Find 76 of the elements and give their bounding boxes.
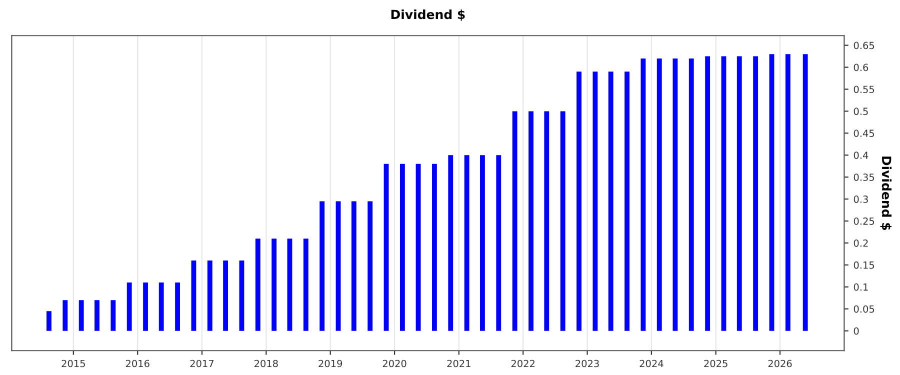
bar bbox=[544, 111, 550, 331]
bar bbox=[656, 58, 662, 331]
bar bbox=[416, 164, 421, 331]
x-tick-label: 2017 bbox=[190, 360, 214, 368]
bar bbox=[143, 282, 148, 331]
bar bbox=[94, 300, 100, 331]
bar bbox=[175, 282, 180, 331]
bar bbox=[576, 72, 582, 331]
x-tick-label: 2016 bbox=[126, 360, 150, 368]
bar bbox=[432, 164, 437, 331]
y-tick-label: 0.4 bbox=[854, 152, 868, 159]
bar bbox=[624, 72, 630, 331]
bar bbox=[448, 155, 454, 331]
bar bbox=[110, 300, 116, 331]
x-tick-label: 2025 bbox=[704, 360, 728, 368]
x-tick-label: 2015 bbox=[62, 360, 85, 368]
x-tick-label: 2023 bbox=[576, 360, 599, 368]
bar bbox=[785, 54, 790, 331]
y-tick-label: 0.5 bbox=[854, 108, 868, 116]
y-tick-label: 0 bbox=[854, 327, 859, 335]
bar bbox=[721, 56, 726, 331]
x-tick-label: 2026 bbox=[768, 360, 792, 368]
bar bbox=[320, 201, 325, 331]
bar bbox=[78, 300, 84, 331]
y-tick-label: 0.2 bbox=[854, 239, 868, 247]
y-axis-title: Dividend $ bbox=[880, 156, 892, 230]
bar bbox=[560, 111, 566, 331]
bar bbox=[62, 300, 68, 331]
y-tick-label: 0.15 bbox=[854, 261, 874, 269]
bar bbox=[368, 201, 373, 331]
x-tick-label: 2018 bbox=[254, 360, 278, 368]
bar bbox=[336, 201, 341, 331]
x-tick-label: 2021 bbox=[447, 360, 470, 368]
y-tick-label: 0.55 bbox=[854, 86, 874, 94]
y-tick-label: 0.6 bbox=[854, 64, 868, 72]
bar bbox=[496, 155, 502, 331]
x-tick-label: 2022 bbox=[511, 360, 534, 368]
bar bbox=[736, 56, 742, 331]
bar bbox=[351, 201, 356, 331]
x-tick-label: 2024 bbox=[640, 360, 664, 368]
bar bbox=[592, 72, 598, 331]
bar bbox=[191, 260, 196, 331]
y-tick-label: 0.05 bbox=[854, 305, 874, 313]
bar bbox=[46, 311, 52, 331]
bar bbox=[705, 56, 710, 331]
y-tick-label: 0.25 bbox=[854, 218, 874, 225]
bar bbox=[272, 238, 277, 331]
bar bbox=[672, 58, 678, 331]
y-tick-label: 0.35 bbox=[854, 174, 874, 181]
bar bbox=[753, 56, 758, 331]
x-tick-label: 2020 bbox=[382, 360, 406, 368]
y-tick-label: 0.3 bbox=[854, 196, 868, 203]
bar bbox=[158, 282, 164, 331]
chart-title: Dividend $ bbox=[391, 9, 465, 21]
bar bbox=[608, 72, 614, 331]
bar bbox=[223, 260, 228, 331]
bar bbox=[384, 164, 389, 331]
bar bbox=[255, 238, 260, 331]
y-tick-label: 0.65 bbox=[854, 42, 874, 50]
bar bbox=[239, 260, 244, 331]
y-tick-label: 0.1 bbox=[854, 283, 868, 291]
bar bbox=[512, 111, 518, 331]
bar bbox=[207, 260, 212, 331]
bar bbox=[464, 155, 470, 331]
bar bbox=[303, 238, 308, 331]
bar bbox=[126, 282, 132, 331]
bar bbox=[802, 54, 808, 331]
bar bbox=[640, 58, 646, 331]
x-tick-label: 2019 bbox=[318, 360, 342, 368]
y-tick-label: 0.45 bbox=[854, 130, 874, 137]
bar bbox=[528, 111, 534, 331]
bar bbox=[688, 58, 694, 331]
bar bbox=[287, 238, 292, 331]
bar bbox=[769, 54, 774, 331]
bar bbox=[400, 164, 405, 331]
bar bbox=[480, 155, 485, 331]
